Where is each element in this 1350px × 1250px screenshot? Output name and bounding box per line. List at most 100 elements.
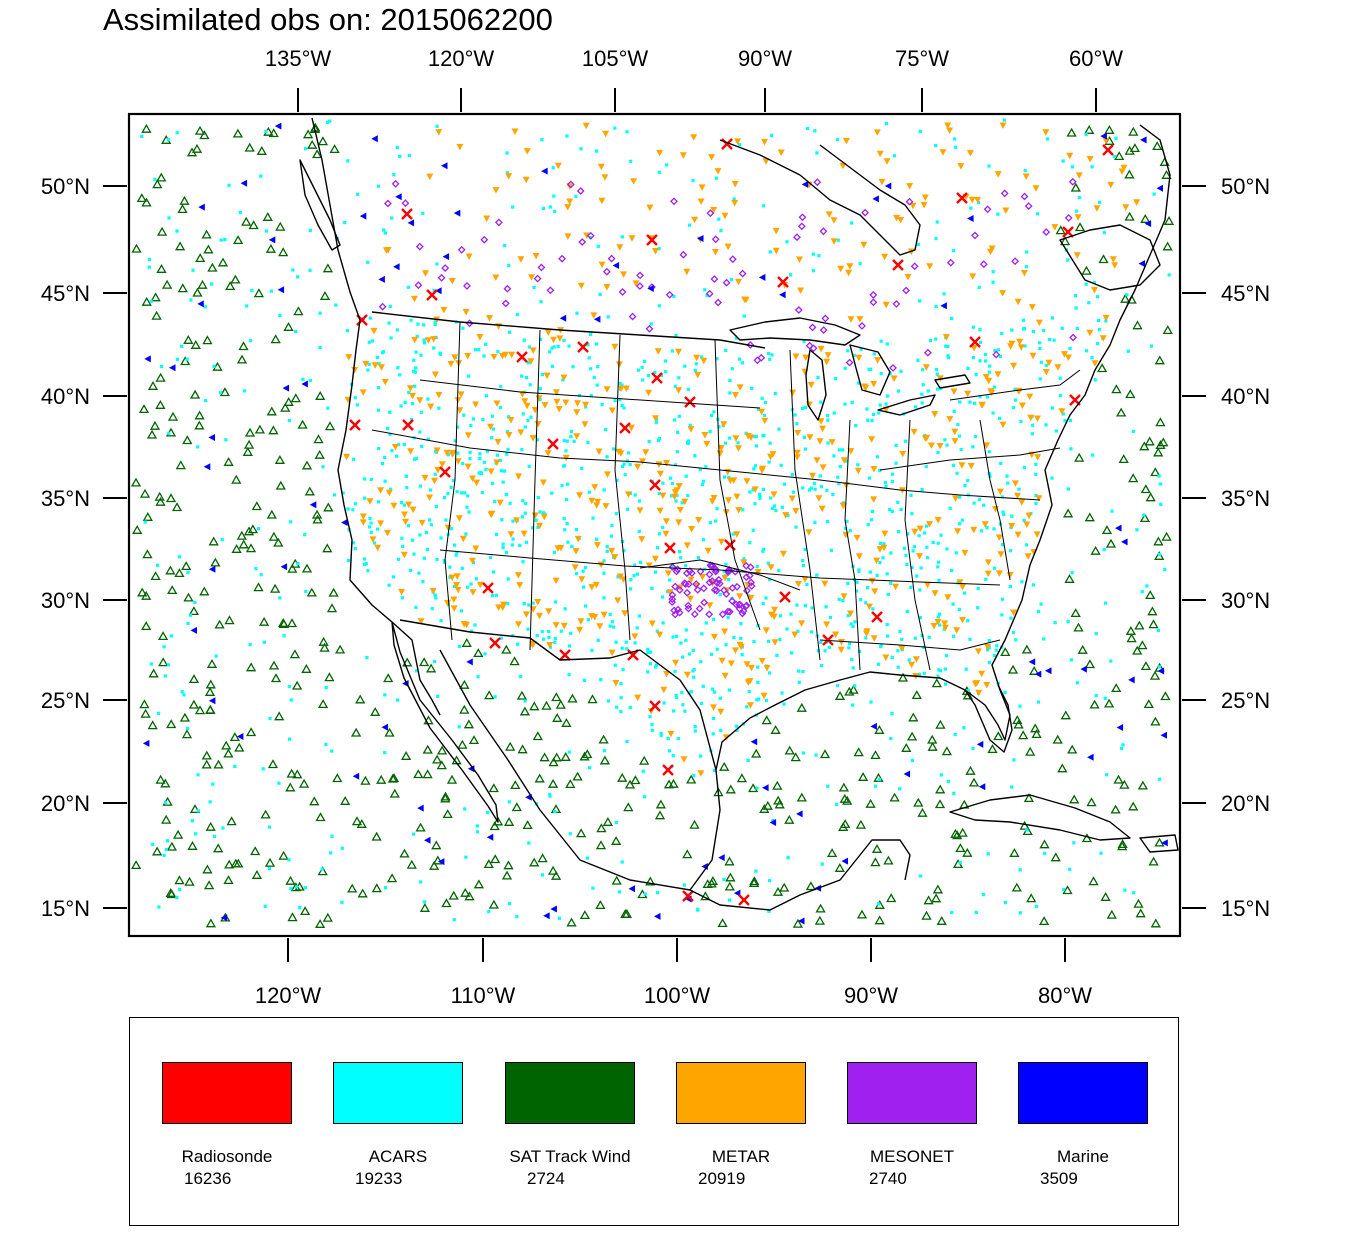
acars-marker (980, 529, 984, 533)
sat-track-wind-marker (151, 310, 162, 320)
metar-marker (1109, 256, 1117, 263)
acars-marker (854, 424, 858, 428)
marine-marker (220, 914, 228, 922)
sat-track-wind-marker (1070, 608, 1081, 618)
sat-track-wind-marker (1145, 590, 1156, 600)
acars-marker (474, 577, 478, 581)
acars-marker (1046, 137, 1050, 141)
mesonet-marker (714, 298, 723, 307)
sat-track-wind-marker (1140, 484, 1151, 494)
acars-marker (646, 374, 650, 378)
mesonet-marker (1064, 213, 1073, 222)
top-lon-tick: 60°W (1069, 46, 1123, 112)
sat-track-wind-marker (529, 701, 540, 711)
acars-marker (984, 359, 988, 363)
acars-marker (911, 549, 915, 553)
acars-marker (837, 482, 841, 486)
acars-marker (579, 147, 583, 151)
metar-marker (700, 357, 708, 365)
sat-track-wind-marker (415, 822, 426, 832)
radiosonde-marker (684, 396, 696, 408)
lake-michigan (805, 349, 827, 421)
metar-marker (493, 459, 501, 466)
acars-marker (387, 583, 391, 587)
sat-track-wind-marker (870, 857, 881, 867)
sat-track-wind-marker (1030, 723, 1041, 733)
sat-track-wind-marker (315, 390, 326, 400)
metar-marker (789, 389, 797, 397)
metar-marker (920, 201, 928, 209)
acars-marker (455, 550, 459, 554)
metar-marker (654, 348, 662, 355)
acars-marker (912, 545, 916, 549)
acars-marker (363, 557, 367, 561)
acars-marker (304, 147, 308, 151)
metar-marker (560, 374, 568, 382)
sat-track-wind-marker (489, 821, 500, 831)
sat-track-wind-marker (314, 918, 326, 928)
acars-marker (163, 674, 167, 678)
acars-marker (845, 519, 849, 523)
acars-marker (614, 640, 618, 644)
metar-marker (687, 426, 695, 433)
acars-marker (971, 325, 975, 329)
sat-track-wind-marker (587, 694, 598, 704)
sat-track-wind-marker (226, 816, 237, 826)
lat-tick: 35°N 35°N (41, 486, 1270, 511)
acars-marker (496, 350, 500, 354)
acars-marker (661, 481, 665, 485)
acars-marker (727, 578, 731, 582)
acars-marker (526, 418, 530, 423)
metar-marker (878, 178, 886, 186)
mesonet-marker (858, 321, 866, 330)
acars-marker (884, 484, 888, 488)
sat-track-wind-marker (610, 835, 622, 845)
acars-marker (851, 624, 855, 629)
acars-marker (900, 637, 904, 641)
acars-marker (772, 504, 777, 508)
acars-marker (383, 231, 387, 235)
sat-track-wind-marker (219, 387, 231, 397)
metar-marker (345, 354, 353, 361)
acars-marker (402, 443, 406, 447)
acars-marker (569, 429, 573, 434)
acars-marker (692, 773, 696, 778)
acars-marker (564, 449, 568, 453)
metar-marker (384, 247, 392, 254)
acars-marker (1087, 301, 1091, 305)
sat-track-wind-marker (1050, 852, 1061, 862)
mesonet-marker (378, 302, 387, 311)
sat-track-wind-marker (201, 229, 212, 239)
acars-marker (782, 482, 787, 486)
mesonet-marker (706, 561, 715, 570)
acars-marker (567, 750, 571, 754)
mesonet-marker (690, 610, 699, 619)
sat-track-wind-marker (260, 809, 271, 819)
mesonet-marker (723, 607, 732, 616)
sat-track-wind-marker (139, 488, 151, 498)
acars-marker (388, 304, 392, 308)
metar-marker (910, 428, 918, 436)
top-lon-tick: 120°W (428, 46, 494, 112)
acars-marker (477, 348, 481, 352)
metar-marker (855, 553, 863, 560)
legend-label: SAT Track Wind (509, 1147, 631, 1166)
sat-track-wind-marker (171, 502, 183, 512)
acars-marker (870, 518, 874, 522)
acars-marker (764, 698, 769, 703)
acars-marker (898, 787, 902, 791)
sat-track-wind-marker (274, 454, 286, 464)
mesonet-marker (628, 312, 637, 321)
sat-track-wind-marker (283, 396, 294, 406)
metar-marker (369, 536, 377, 543)
sat-track-wind-marker (440, 791, 451, 801)
acars-marker (1156, 628, 1160, 632)
metar-marker (699, 574, 706, 581)
acars-marker (848, 642, 852, 646)
metar-marker (593, 502, 601, 509)
acars-marker (367, 362, 371, 367)
metar-marker (881, 253, 889, 261)
metar-marker (577, 618, 585, 625)
sat-track-wind-marker (183, 592, 194, 602)
